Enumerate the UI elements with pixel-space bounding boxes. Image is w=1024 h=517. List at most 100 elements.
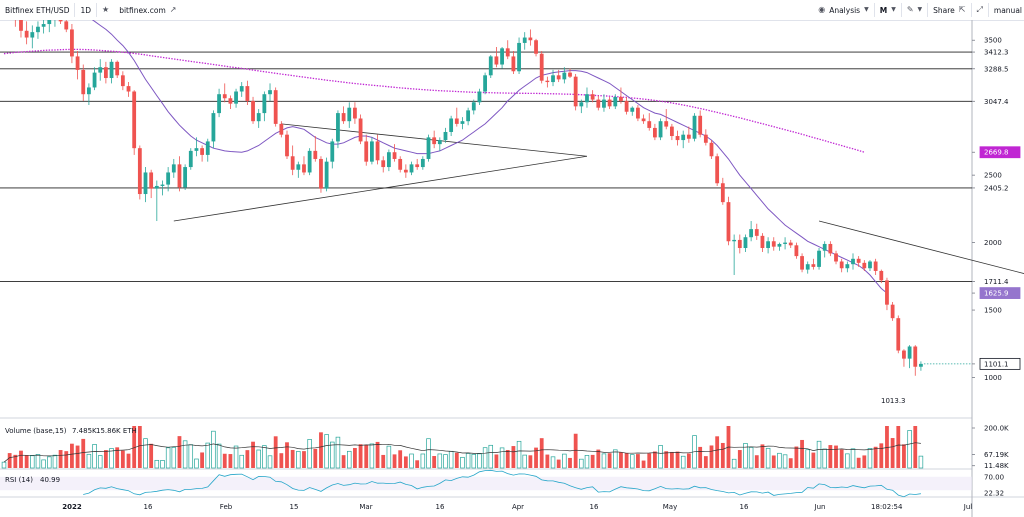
candle	[505, 40, 510, 60]
candle	[432, 130, 437, 149]
candle	[115, 60, 120, 79]
chart-canvas[interactable]: 3500 3412.3 3288.5 3047.4 2669.8 2500 2405.2 20…	[0, 20, 1024, 517]
candle	[500, 46, 504, 69]
candle	[590, 90, 595, 103]
candle	[494, 46, 499, 68]
volume-bar	[641, 460, 646, 468]
volume-bar	[669, 451, 674, 468]
candle-body	[488, 56, 493, 76]
candle-body	[585, 94, 589, 103]
price-axis[interactable]: 3500 3412.3 3288.5 3047.4 2669.8 2500 2405.2 20…	[972, 37, 1021, 498]
favorite-button[interactable]: ★	[97, 0, 114, 20]
candle	[364, 134, 369, 166]
candle-body	[856, 258, 861, 263]
candle	[528, 29, 533, 46]
time-axis[interactable]: 2022 16 Feb 15 Mar 16 Apr 16 May 16 Jun Jul	[62, 503, 972, 511]
volume-bar	[307, 439, 312, 469]
rsi-value-label: 40.99	[40, 476, 60, 484]
symbol-site[interactable]: bitfinex.com ↗	[114, 0, 181, 20]
volume-bar	[647, 453, 652, 468]
rsi-tick-label: 70.00	[984, 473, 1004, 481]
volume-value-label: 7.485K	[72, 427, 97, 435]
volume-bar	[75, 445, 80, 468]
candle-body	[188, 150, 193, 168]
candle	[794, 242, 799, 259]
volume-pane[interactable]	[1, 426, 924, 469]
pencil-icon: ✎	[906, 5, 914, 14]
drawing-button[interactable]: ✎ ▼	[902, 0, 927, 20]
candle-body	[630, 107, 635, 112]
volume-bar	[97, 455, 103, 469]
candle	[228, 95, 233, 110]
candle	[54, 20, 56, 27]
candle	[890, 301, 895, 321]
candle	[81, 64, 86, 101]
volume-bar	[590, 454, 595, 468]
volume-bar	[120, 450, 125, 468]
candle	[488, 55, 493, 79]
candle	[245, 80, 250, 105]
candle	[171, 158, 176, 178]
manual-label: manual	[993, 5, 1022, 15]
interval-button[interactable]: 1D	[75, 0, 96, 20]
volume-bar	[347, 450, 352, 469]
analysis-button[interactable]: ◉ Analysis ▼	[813, 0, 874, 20]
candle	[386, 149, 391, 172]
price-pane[interactable]	[0, 20, 1024, 376]
candle	[686, 126, 691, 143]
volume-bar	[477, 453, 482, 469]
candle	[879, 269, 884, 284]
rsi-pane[interactable]	[0, 469, 972, 498]
volume-bar	[58, 450, 63, 468]
candle	[47, 20, 52, 33]
candle-body	[692, 115, 697, 139]
volume-bar	[867, 448, 873, 469]
price-tick-label: 1500	[984, 307, 1002, 315]
symbol-button[interactable]: Bitfinex ETH/USD	[0, 0, 74, 20]
candle-body	[205, 141, 210, 155]
candle	[602, 94, 606, 112]
candle	[126, 82, 131, 97]
candle	[720, 177, 725, 205]
candle	[239, 82, 244, 97]
candle-body	[375, 141, 380, 161]
volume-bar	[222, 453, 227, 468]
candle	[319, 156, 323, 193]
candle-body	[115, 61, 120, 76]
candle	[324, 157, 329, 192]
volume-bar	[149, 443, 154, 468]
volume-bar	[800, 439, 804, 468]
fullscreen-button[interactable]: ⤢	[972, 0, 988, 20]
candle-body	[268, 90, 272, 95]
candle	[36, 21, 40, 39]
candle	[285, 130, 289, 159]
volume-bar	[619, 452, 623, 468]
chevron-down-icon: ▼	[864, 6, 869, 13]
share-button[interactable]: Share ⇱	[928, 0, 970, 20]
candle	[839, 258, 844, 273]
candle-body	[902, 350, 906, 359]
volume-bar	[488, 444, 494, 469]
manual-button[interactable]: manual	[989, 0, 1024, 20]
external-link-icon: ↗	[169, 5, 177, 14]
volume-bar	[731, 458, 737, 469]
volume-bar	[698, 446, 703, 468]
volume-bar	[630, 454, 635, 469]
volume-bar	[902, 444, 906, 468]
candle-body	[273, 90, 278, 124]
chart-type-button[interactable]: M ▼	[875, 0, 901, 20]
candle	[290, 145, 295, 176]
candle	[87, 83, 91, 105]
chevron-down-icon: ▼	[891, 6, 896, 13]
volume-bar	[335, 436, 341, 469]
candle-body	[251, 100, 255, 122]
candle-body	[307, 150, 312, 173]
time-tick-label: Feb	[220, 503, 233, 511]
candle-body	[347, 107, 352, 122]
candle	[817, 248, 821, 270]
volume-bar	[748, 447, 754, 469]
candle	[896, 315, 901, 354]
candle-body	[228, 98, 233, 104]
volume-bar	[358, 444, 363, 468]
candle-body	[613, 96, 618, 107]
